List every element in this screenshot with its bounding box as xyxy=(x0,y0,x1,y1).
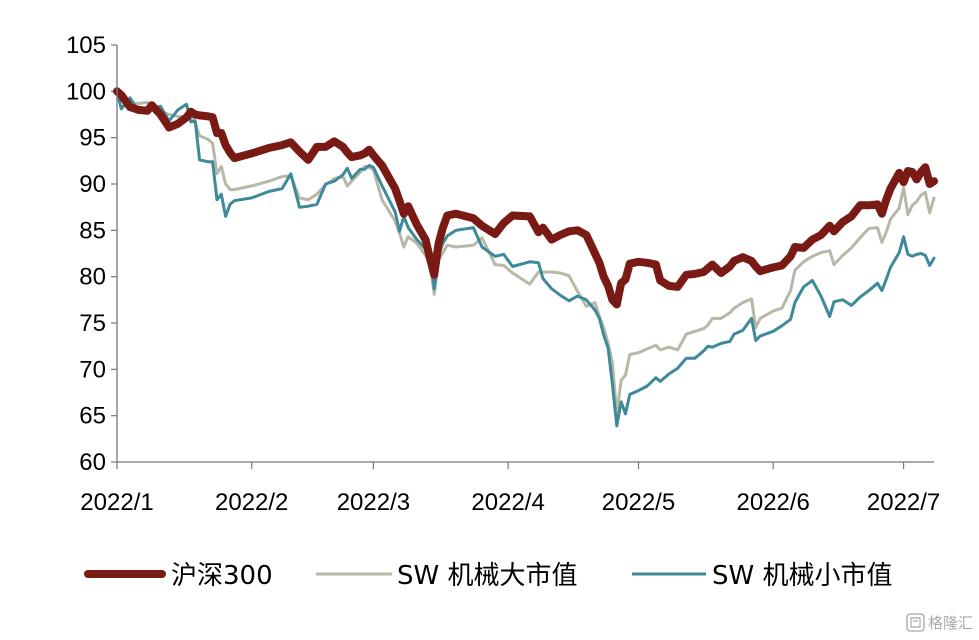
gelonghui-logo-icon xyxy=(906,613,925,632)
y-tick-label: 60 xyxy=(79,449,106,476)
x-tick-label: 2022/4 xyxy=(471,489,544,516)
watermark-text: 格隆汇 xyxy=(928,614,973,632)
x-tick-label: 2022/1 xyxy=(80,489,153,516)
chart-lines xyxy=(113,87,938,428)
y-tick-label: 85 xyxy=(79,217,106,244)
legend-label-2: SW 机械小市值 xyxy=(712,561,892,591)
x-tick-label: 2022/6 xyxy=(737,489,810,516)
x-tick-label: 2022/7 xyxy=(867,489,940,516)
y-axis-ticks: 60 65 70 75 80 85 90 95 100 105 xyxy=(66,32,117,476)
x-axis-ticks: 2022/1 2022/2 2022/3 2022/4 2022/5 2022/6 2022… xyxy=(80,462,940,516)
y-tick-label: 100 xyxy=(66,78,106,105)
y-tick-label: 65 xyxy=(79,403,106,430)
y-tick-label: 75 xyxy=(79,310,106,337)
gelonghui-logo-mark xyxy=(910,617,921,628)
y-tick-label: 80 xyxy=(79,264,106,291)
y-tick-label: 105 xyxy=(66,32,106,59)
x-tick-label: 2022/2 xyxy=(215,489,288,516)
y-tick-label: 95 xyxy=(79,125,106,152)
series-line-0 xyxy=(113,87,938,309)
series-line-2 xyxy=(115,89,936,428)
y-tick-label: 90 xyxy=(79,171,106,198)
x-tick-label: 2022/5 xyxy=(602,489,675,516)
watermark: 格隆汇 xyxy=(906,613,973,632)
x-tick-label: 2022/3 xyxy=(337,489,410,516)
series-line-1 xyxy=(115,89,936,416)
y-tick-label: 70 xyxy=(79,356,106,383)
legend-label-1: SW 机械大市值 xyxy=(397,561,577,591)
chart-legend: 沪深300 SW 机械大市值 SW 机械小市值 xyxy=(84,561,892,591)
legend-label-0: 沪深300 xyxy=(171,561,273,591)
